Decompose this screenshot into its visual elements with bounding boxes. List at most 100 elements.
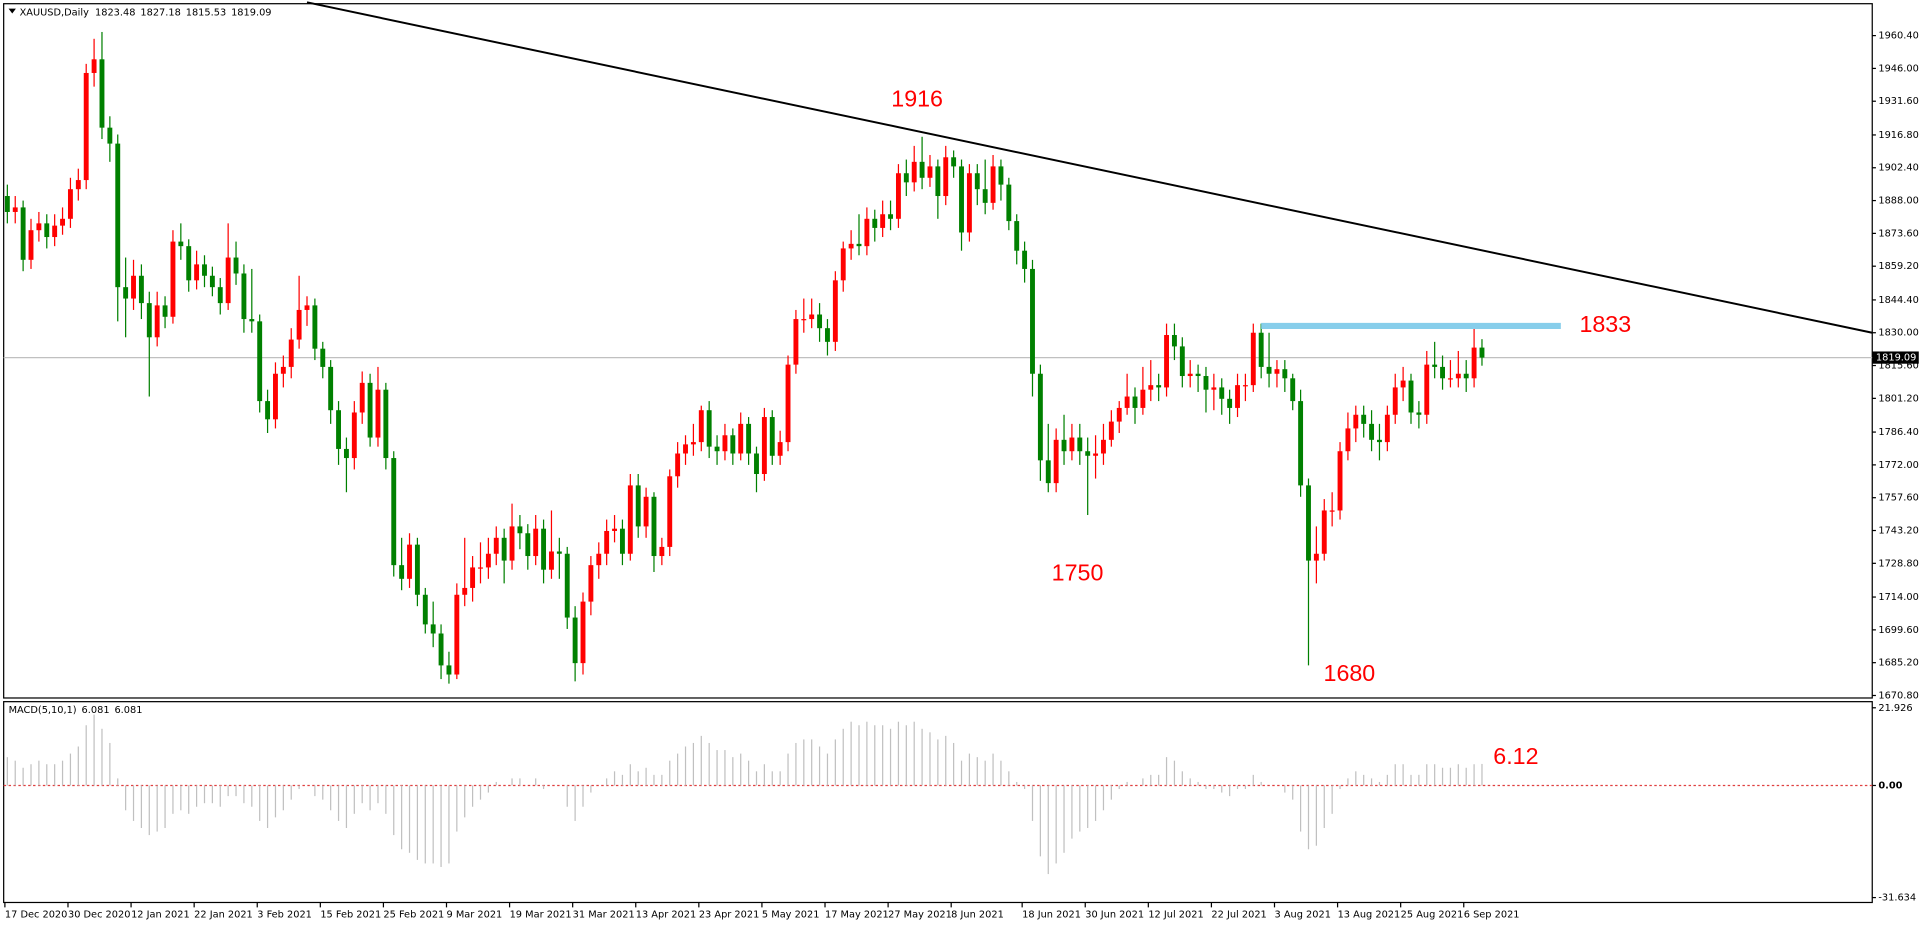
annotation: 1833: [1579, 311, 1631, 337]
candle-body: [296, 309, 302, 340]
annotation: 6.12: [1493, 743, 1538, 769]
x-tick-label: 25 Feb 2021: [383, 910, 444, 921]
candle-body: [44, 223, 50, 238]
candle-body: [99, 59, 105, 128]
last-price-box: [1872, 351, 1919, 364]
candle-body: [1069, 437, 1075, 452]
candle-body: [1171, 335, 1177, 347]
x-tick-label: 17 Dec 2020: [5, 910, 67, 921]
candle-body: [1361, 414, 1367, 424]
candle-body: [627, 485, 633, 554]
candle-body: [1006, 184, 1012, 222]
candle-body: [1447, 378, 1453, 380]
candle-body: [1211, 387, 1217, 390]
macd-value: 6.081: [82, 705, 110, 716]
macd-signal: 6.081: [114, 705, 142, 716]
candle-body: [304, 305, 310, 310]
candle-body: [407, 544, 412, 579]
candle-body: [1116, 407, 1122, 422]
candle-body: [730, 435, 736, 454]
candle-body: [1124, 396, 1130, 408]
candle-body: [422, 594, 428, 625]
candle-body: [328, 366, 334, 411]
candle-body: [1424, 364, 1430, 415]
y-tick-label: 1699.60: [1878, 625, 1918, 636]
candle-body: [83, 72, 89, 181]
candle-body: [785, 364, 791, 443]
candle-body: [541, 528, 547, 570]
candle-body: [138, 275, 144, 304]
collapse-icon: [8, 8, 16, 14]
trendline: [306, 1, 1873, 334]
y-tick-label: 1960.40: [1878, 31, 1918, 42]
candle-body: [1408, 380, 1414, 413]
candle-body: [982, 189, 988, 203]
candle-body: [1077, 437, 1083, 452]
candle-body: [1140, 389, 1146, 408]
candle-body: [1479, 347, 1485, 358]
y-tick-label: 1801.20: [1878, 393, 1918, 404]
candle-body: [438, 633, 444, 666]
candle-body: [162, 305, 168, 317]
candle-body: [257, 321, 263, 402]
header-close: 1819.09: [231, 7, 271, 18]
candle-body: [1030, 268, 1035, 374]
candle-body: [312, 305, 318, 349]
candle-body: [280, 366, 286, 374]
candle-body: [359, 382, 365, 413]
x-tick-label: 22 Jul 2021: [1211, 910, 1266, 921]
candle-body: [793, 319, 799, 365]
candle-body: [1227, 398, 1233, 408]
candle-body: [115, 143, 121, 288]
x-tick-label: 17 May 2021: [825, 910, 889, 921]
candle-body: [1045, 460, 1051, 484]
header-low: 1815.53: [186, 7, 226, 18]
header-open: 1823.48: [95, 7, 135, 18]
candle-body: [927, 166, 933, 178]
candle-body: [470, 567, 476, 588]
y-tick-label: 1670.80: [1878, 690, 1918, 701]
y-tick-label: 1830.00: [1878, 328, 1918, 339]
candle-body: [809, 314, 815, 320]
candle-body: [959, 166, 964, 233]
macd-y-tick-label: 21.926: [1878, 703, 1912, 714]
candle-body: [1022, 250, 1028, 269]
candle-body: [288, 339, 294, 367]
candle-body: [935, 166, 941, 197]
candle-body: [872, 218, 878, 228]
y-tick-label: 1873.60: [1878, 228, 1918, 239]
candle-body: [549, 551, 554, 570]
candle-body: [966, 173, 972, 233]
macd-header: MACD(5,10,1) 6.081 6.081: [9, 705, 143, 716]
candle-body: [722, 435, 728, 452]
candle-body: [501, 537, 507, 561]
candle-body: [343, 448, 349, 459]
candle-body: [1298, 401, 1304, 486]
candle-body: [60, 218, 65, 226]
candle-body: [832, 280, 838, 342]
candle-body: [1455, 373, 1461, 379]
candle-body: [1219, 387, 1225, 399]
candle-body: [462, 587, 468, 595]
candle-body: [840, 248, 846, 281]
candle-body: [1156, 385, 1162, 388]
candle-body: [951, 157, 957, 167]
y-tick-label: 1714.00: [1878, 592, 1918, 603]
candle-body: [564, 553, 570, 618]
candle-body: [375, 389, 381, 438]
candle-body: [635, 485, 641, 527]
x-tick-label: 18 Jun 2021: [1022, 910, 1081, 921]
candle-body: [596, 553, 602, 566]
candle-body: [430, 624, 436, 634]
candle-body: [1290, 378, 1296, 402]
candle-body: [351, 412, 357, 459]
candle-body: [367, 382, 373, 438]
candle-body: [974, 173, 980, 190]
candle-body: [446, 665, 452, 675]
candle-body: [391, 458, 397, 566]
candle-body: [714, 446, 720, 452]
candle-body: [1266, 366, 1272, 374]
candle-body: [1014, 221, 1020, 251]
candle-body: [194, 264, 200, 281]
